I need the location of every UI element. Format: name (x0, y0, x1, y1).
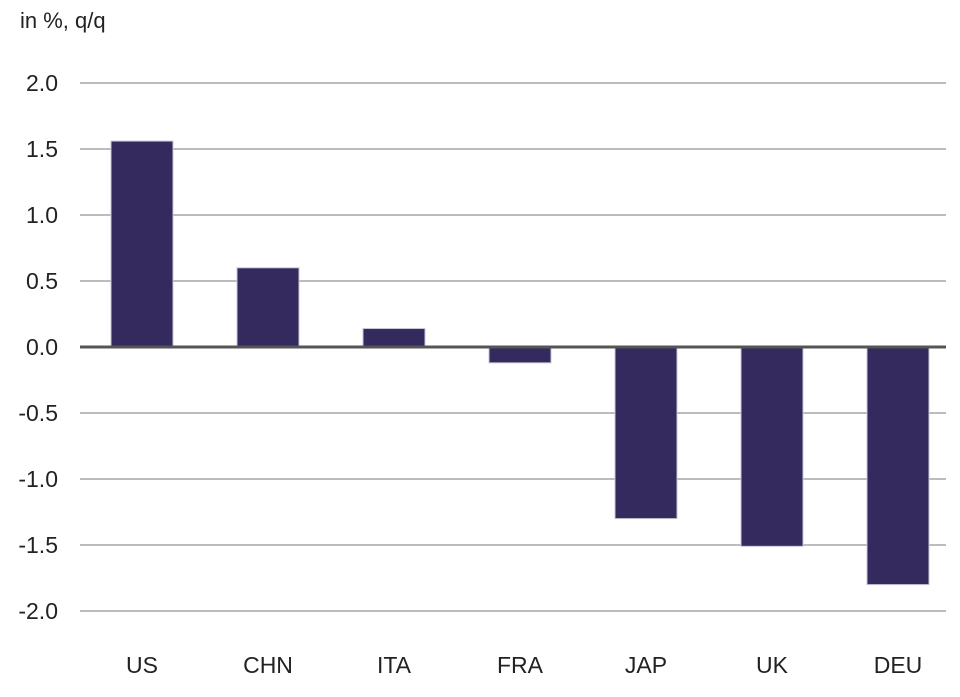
y-tick-label: 0.0 (26, 334, 58, 360)
bar-us (110, 140, 174, 348)
x-tick-label: UK (756, 652, 789, 678)
x-tick-label: ITA (377, 652, 412, 678)
y-tick-labels: 2.0 1.5 1.0 0.5 0.0 -0.5 -1.0 -1.5 -2.0 (18, 70, 58, 624)
y-tick-label: 1.5 (26, 136, 58, 162)
x-tick-label: DEU (874, 652, 923, 678)
x-tick-label: CHN (243, 652, 293, 678)
y-tick-label: -1.5 (18, 532, 58, 558)
bars (110, 140, 930, 586)
x-tick-label: FRA (497, 652, 544, 678)
y-tick-label: -2.0 (18, 598, 58, 624)
x-tick-label: JAP (625, 652, 667, 678)
bar-jap (614, 346, 678, 520)
bar-fra (488, 346, 552, 364)
gridlines (80, 82, 946, 612)
bar-chn (236, 267, 300, 348)
y-tick-label: 2.0 (26, 70, 58, 96)
y-tick-label: -0.5 (18, 400, 58, 426)
x-tick-label: US (126, 652, 158, 678)
x-tick-labels: US CHN ITA FRA JAP UK DEU (126, 652, 922, 678)
bar-uk (740, 346, 804, 547)
y-tick-label: -1.0 (18, 466, 58, 492)
bar-ita (362, 328, 426, 348)
y-tick-label: 0.5 (26, 268, 58, 294)
bar-deu (866, 346, 930, 586)
y-axis-unit-label: in %, q/q (20, 8, 106, 33)
y-tick-label: 1.0 (26, 202, 58, 228)
